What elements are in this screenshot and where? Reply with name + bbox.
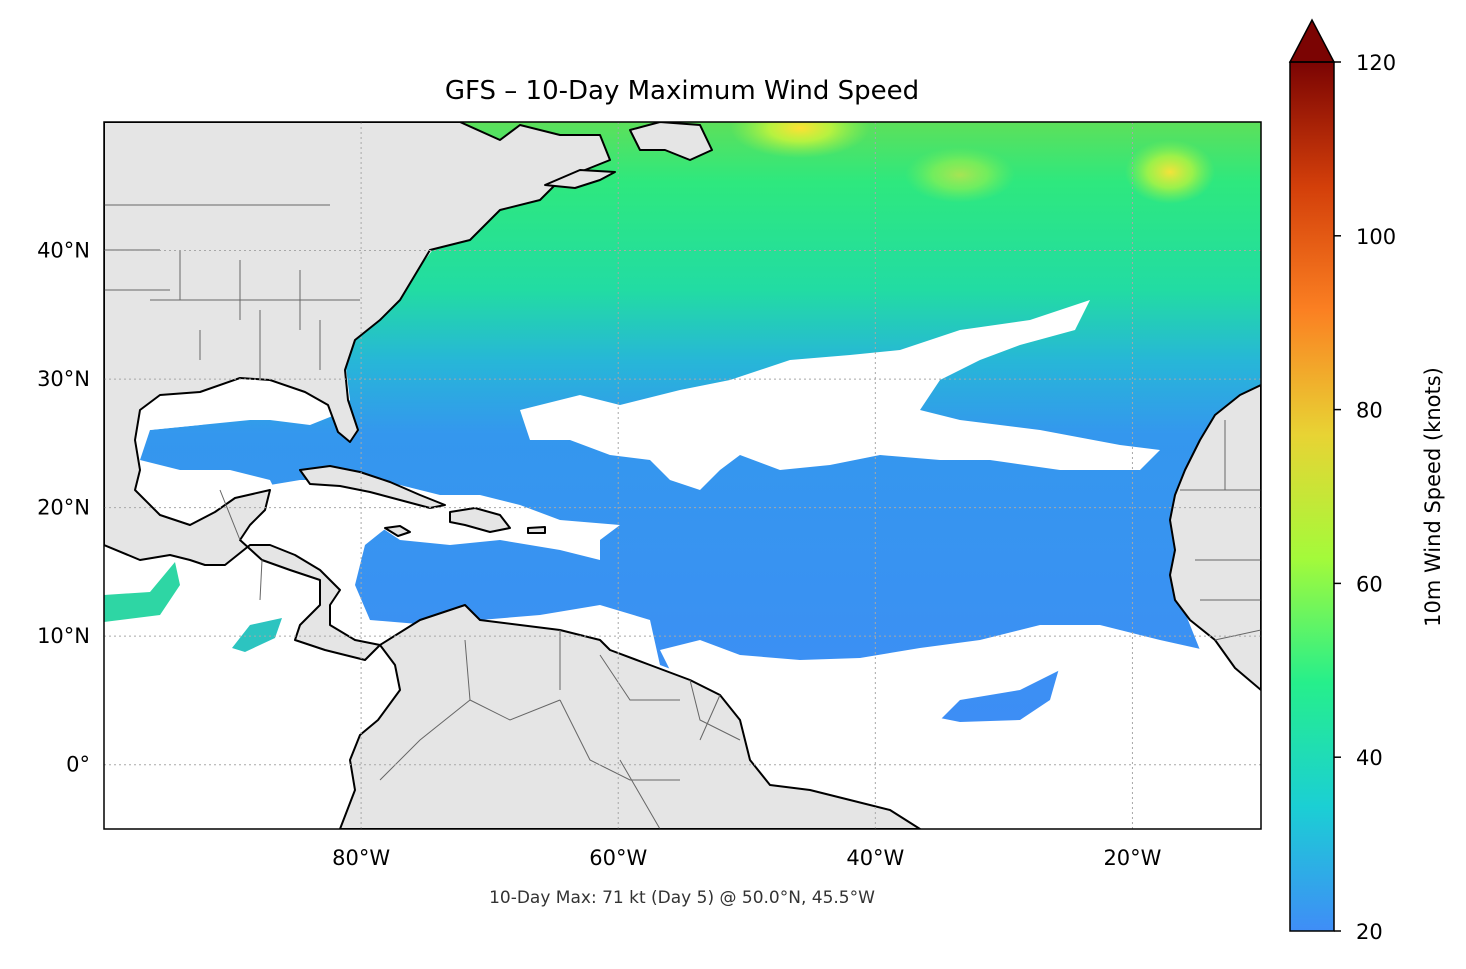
wind-core-mid bbox=[905, 147, 1015, 203]
wind-core-east bbox=[1125, 140, 1215, 204]
calm-region-itcz bbox=[660, 625, 1210, 720]
land bbox=[104, 122, 1261, 829]
colorbar-label: 10m Wind Speed (knots) bbox=[1421, 367, 1445, 627]
pacific-jet-panama bbox=[232, 618, 282, 652]
land-jamaica bbox=[384, 525, 411, 537]
land-cuba bbox=[299, 465, 446, 509]
pacific-jet-papagayo bbox=[104, 562, 180, 622]
calm-region-subtropical bbox=[520, 300, 1160, 490]
land-north-america bbox=[104, 122, 611, 661]
land-puerto-rico bbox=[527, 526, 546, 534]
colorbar-tick-label: 40 bbox=[1356, 746, 1383, 770]
latitude-tick-label: 40°N bbox=[37, 239, 90, 263]
colorbar-ticks: 120 100 80 60 40 20 bbox=[1334, 51, 1396, 944]
colorbar-tick-label: 120 bbox=[1356, 51, 1396, 75]
land-africa bbox=[1169, 384, 1261, 691]
max-wind-caption: 10-Day Max: 71 kt (Day 5) @ 50.0°N, 45.5… bbox=[489, 888, 875, 908]
colorbar-tick-label: 20 bbox=[1356, 920, 1383, 944]
max-wind-core bbox=[730, 122, 870, 158]
colorbar-tick-label: 80 bbox=[1356, 399, 1383, 423]
calm-region-caribbean bbox=[270, 480, 620, 560]
land-south-america bbox=[339, 604, 921, 829]
colorbar-tick-label: 60 bbox=[1356, 572, 1383, 596]
colorbar-frame bbox=[1289, 61, 1335, 932]
latitude-tick-labels: 40°N 30°N 20°N 10°N 0° bbox=[37, 239, 90, 777]
latitude-tick-label: 10°N bbox=[37, 624, 90, 648]
longitude-tick-label: 40°W bbox=[846, 846, 904, 870]
latitude-tick-label: 30°N bbox=[37, 367, 90, 391]
longitude-tick-label: 60°W bbox=[589, 846, 647, 870]
chart-title: GFS – 10-Day Maximum Wind Speed bbox=[445, 76, 919, 106]
borders bbox=[104, 204, 1261, 829]
colorbar-extend-arrow bbox=[1288, 18, 1336, 63]
map-panel bbox=[104, 122, 1261, 829]
land-nova-scotia bbox=[544, 169, 616, 189]
map-frame bbox=[103, 121, 1262, 830]
colorbar-tick-label: 100 bbox=[1356, 225, 1396, 249]
latitude-tick-label: 20°N bbox=[37, 496, 90, 520]
colorbar-gradient bbox=[1290, 62, 1334, 931]
land-hispaniola bbox=[449, 507, 511, 533]
longitude-tick-label: 20°W bbox=[1103, 846, 1161, 870]
latitude-tick-label: 0° bbox=[66, 753, 90, 777]
colorbar: 120 100 80 60 40 20 10m Wind Speed (knots) bbox=[1288, 18, 1445, 944]
longitude-tick-labels: 80°W 60°W 40°W 20°W bbox=[332, 846, 1162, 870]
longitude-tick-label: 80°W bbox=[332, 846, 390, 870]
